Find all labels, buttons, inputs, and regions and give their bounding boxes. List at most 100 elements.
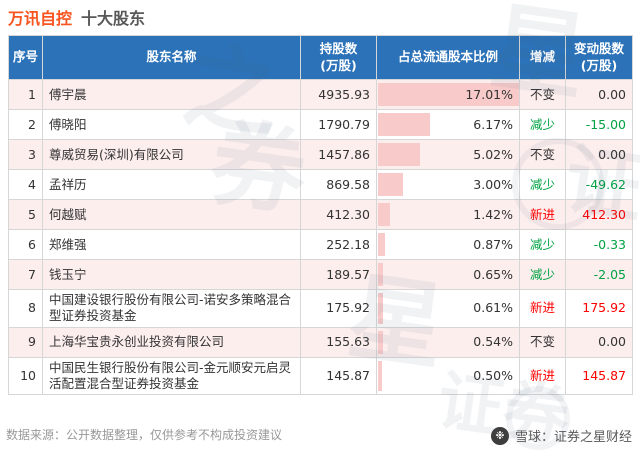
change-cell: 不变 xyxy=(519,139,566,171)
ratio-value: 0.50% xyxy=(473,367,513,383)
ratio-bar xyxy=(378,173,404,197)
ratio-cell: 0.87% xyxy=(376,229,520,261)
change-shares-cell: -49.62 xyxy=(565,169,633,201)
rank-cell: 4 xyxy=(8,169,43,201)
shares-cell: 175.92 xyxy=(300,289,377,328)
rank-cell: 7 xyxy=(8,259,43,291)
rank-cell: 1 xyxy=(8,79,43,111)
change-cell: 减少 xyxy=(519,109,566,141)
shareholder-name-cell: 何越赋 xyxy=(42,199,301,231)
ratio-cell: 0.65% xyxy=(376,259,520,291)
stock-name: 万讯自控 xyxy=(8,9,73,28)
ratio-cell: 3.00% xyxy=(376,169,520,201)
change-shares-cell: 0.00 xyxy=(565,79,633,111)
table-row: 4 孟祥历 869.58 3.00% 减少 -49.62 xyxy=(8,169,633,201)
header-change-shares: 变动股数 (万股) xyxy=(565,35,633,81)
change-shares-cell: -2.05 xyxy=(565,259,633,291)
shares-cell: 189.57 xyxy=(300,259,377,291)
ratio-value: 0.61% xyxy=(473,300,513,316)
ratio-cell: 6.17% xyxy=(376,109,520,141)
data-source-note: 数据来源：公开数据整理，仅供参考不构成投资建议 xyxy=(6,428,283,442)
ratio-bar xyxy=(378,233,386,257)
ratio-value: 0.87% xyxy=(473,236,513,252)
ratio-value: 6.17% xyxy=(473,116,513,132)
change-cell: 减少 xyxy=(519,229,566,261)
table-row: 5 何越赋 412.30 1.42% 新进 412.30 xyxy=(8,199,633,231)
ratio-value: 3.00% xyxy=(473,176,513,192)
header-shareholder-name: 股东名称 xyxy=(42,35,301,81)
ratio-value: 1.42% xyxy=(473,206,513,222)
shareholder-name-cell: 郑维强 xyxy=(42,229,301,261)
rank-cell: 5 xyxy=(8,199,43,231)
change-shares-cell: -0.33 xyxy=(565,229,633,261)
shareholder-name-cell: 尊威贸易(深圳)有限公司 xyxy=(42,139,301,171)
change-cell: 减少 xyxy=(519,169,566,201)
ratio-bar xyxy=(378,360,383,392)
change-shares-cell: 175.92 xyxy=(565,289,633,328)
rank-cell: 8 xyxy=(8,289,43,328)
table-row: 7 钱玉宁 189.57 0.65% 减少 -2.05 xyxy=(8,259,633,291)
rank-cell: 2 xyxy=(8,109,43,141)
shareholder-name-cell: 中国民生银行股份有限公司-金元顺安元启灵活配置混合型证券投资基金 xyxy=(42,356,301,396)
change-shares-cell: 0.00 xyxy=(565,139,633,171)
snowball-logo-icon: ❉ xyxy=(490,426,509,445)
table-header: 序号 股东名称 持股数 (万股) 占总流通股本比例 增减 变动股数 (万股) xyxy=(8,35,633,81)
shareholder-name-cell: 钱玉宁 xyxy=(42,259,301,291)
change-cell: 新进 xyxy=(519,356,566,396)
change-cell: 不变 xyxy=(519,79,566,111)
header-rank: 序号 xyxy=(8,35,43,81)
change-shares-cell: 412.30 xyxy=(565,199,633,231)
header-change: 增减 xyxy=(519,35,566,81)
shareholder-name-cell: 上海华宝贵永创业投资有限公司 xyxy=(42,326,301,358)
title-label: 十大股东 xyxy=(81,9,146,28)
rank-cell: 9 xyxy=(8,326,43,358)
shareholder-name-cell: 孟祥历 xyxy=(42,169,301,201)
ratio-bar xyxy=(378,203,390,227)
shares-cell: 412.30 xyxy=(300,199,377,231)
table-row: 2 傅晓阳 1790.79 6.17% 减少 -15.00 xyxy=(8,109,633,141)
ratio-bar xyxy=(378,263,384,287)
change-cell: 减少 xyxy=(519,259,566,291)
rank-cell: 3 xyxy=(8,139,43,171)
shares-cell: 1457.86 xyxy=(300,139,377,171)
change-shares-cell: 145.87 xyxy=(565,356,633,396)
change-shares-cell: -15.00 xyxy=(565,109,633,141)
ratio-value: 0.65% xyxy=(473,266,513,282)
ratio-bar xyxy=(378,293,384,324)
ratio-cell: 1.42% xyxy=(376,199,520,231)
ratio-value: 5.02% xyxy=(473,146,513,162)
shares-cell: 145.87 xyxy=(300,356,377,396)
ratio-bar xyxy=(378,143,420,167)
shares-cell: 1790.79 xyxy=(300,109,377,141)
change-cell: 不变 xyxy=(519,326,566,358)
change-cell: 新进 xyxy=(519,289,566,328)
shareholder-name-cell: 傅晓阳 xyxy=(42,109,301,141)
shareholders-table: 序号 股东名称 持股数 (万股) 占总流通股本比例 增减 变动股数 (万股) 1 傅… xyxy=(8,35,633,396)
ratio-value: 17.01% xyxy=(465,86,513,102)
table-row: 10 中国民生银行股份有限公司-金元顺安元启灵活配置混合型证券投资基金 145.… xyxy=(8,356,633,396)
page-title: 万讯自控 十大股东 xyxy=(0,0,640,35)
table-row: 9 上海华宝贵永创业投资有限公司 155.63 0.54% 不变 0.00 xyxy=(8,326,633,358)
ratio-cell: 5.02% xyxy=(376,139,520,171)
ratio-cell: 0.50% xyxy=(376,356,520,396)
table-row: 3 尊威贸易(深圳)有限公司 1457.86 5.02% 不变 0.00 xyxy=(8,139,633,171)
shares-cell: 252.18 xyxy=(300,229,377,261)
shareholder-name-cell: 中国建设银行股份有限公司-诺安多策略混合型证券投资基金 xyxy=(42,289,301,328)
shares-cell: 869.58 xyxy=(300,169,377,201)
brand-credit: ❉ 雪球：证券之星财经 xyxy=(490,426,632,445)
rank-cell: 6 xyxy=(8,229,43,261)
ratio-cell: 17.01% xyxy=(376,79,520,111)
header-shares: 持股数 (万股) xyxy=(300,35,377,81)
table-row: 8 中国建设银行股份有限公司-诺安多策略混合型证券投资基金 175.92 0.6… xyxy=(8,289,633,328)
ratio-bar xyxy=(378,113,430,137)
ratio-cell: 0.54% xyxy=(376,326,520,358)
ratio-value: 0.54% xyxy=(473,334,513,350)
ratio-bar xyxy=(378,83,519,107)
shares-cell: 155.63 xyxy=(300,326,377,358)
table-row: 1 傅宇晨 4935.93 17.01% 不变 0.00 xyxy=(8,79,633,111)
brand-text: 雪球：证券之星财经 xyxy=(514,430,632,445)
table-row: 6 郑维强 252.18 0.87% 减少 -0.33 xyxy=(8,229,633,261)
ratio-cell: 0.61% xyxy=(376,289,520,328)
change-cell: 新进 xyxy=(519,199,566,231)
